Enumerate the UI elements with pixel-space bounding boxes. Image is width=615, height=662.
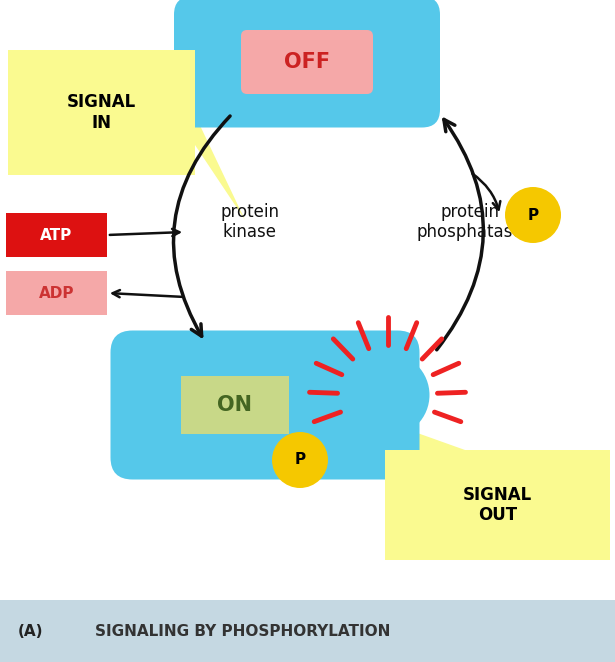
- FancyBboxPatch shape: [181, 376, 289, 434]
- Text: protein
kinase: protein kinase: [221, 203, 279, 242]
- Text: (A): (A): [18, 624, 44, 639]
- Circle shape: [505, 187, 561, 243]
- Polygon shape: [395, 425, 465, 450]
- Text: ADP: ADP: [39, 285, 74, 301]
- FancyBboxPatch shape: [6, 213, 107, 257]
- FancyBboxPatch shape: [385, 450, 610, 560]
- FancyBboxPatch shape: [8, 50, 195, 175]
- Circle shape: [272, 432, 328, 488]
- Text: SIGNAL
OUT: SIGNAL OUT: [463, 486, 532, 524]
- Text: protein
phosphatase: protein phosphatase: [417, 203, 523, 242]
- FancyBboxPatch shape: [6, 271, 107, 315]
- FancyBboxPatch shape: [174, 0, 440, 128]
- Text: P: P: [528, 207, 539, 222]
- Polygon shape: [195, 115, 245, 220]
- FancyBboxPatch shape: [111, 330, 419, 479]
- Text: SIGNAL
IN: SIGNAL IN: [67, 93, 136, 132]
- Text: SIGNALING BY PHOSPHORYLATION: SIGNALING BY PHOSPHORYLATION: [95, 624, 391, 639]
- Bar: [0, 600, 615, 662]
- FancyBboxPatch shape: [241, 30, 373, 94]
- Text: P: P: [295, 453, 306, 467]
- Circle shape: [346, 353, 429, 437]
- Text: ON: ON: [218, 395, 253, 415]
- Text: ATP: ATP: [41, 228, 73, 242]
- Text: OFF: OFF: [284, 52, 330, 72]
